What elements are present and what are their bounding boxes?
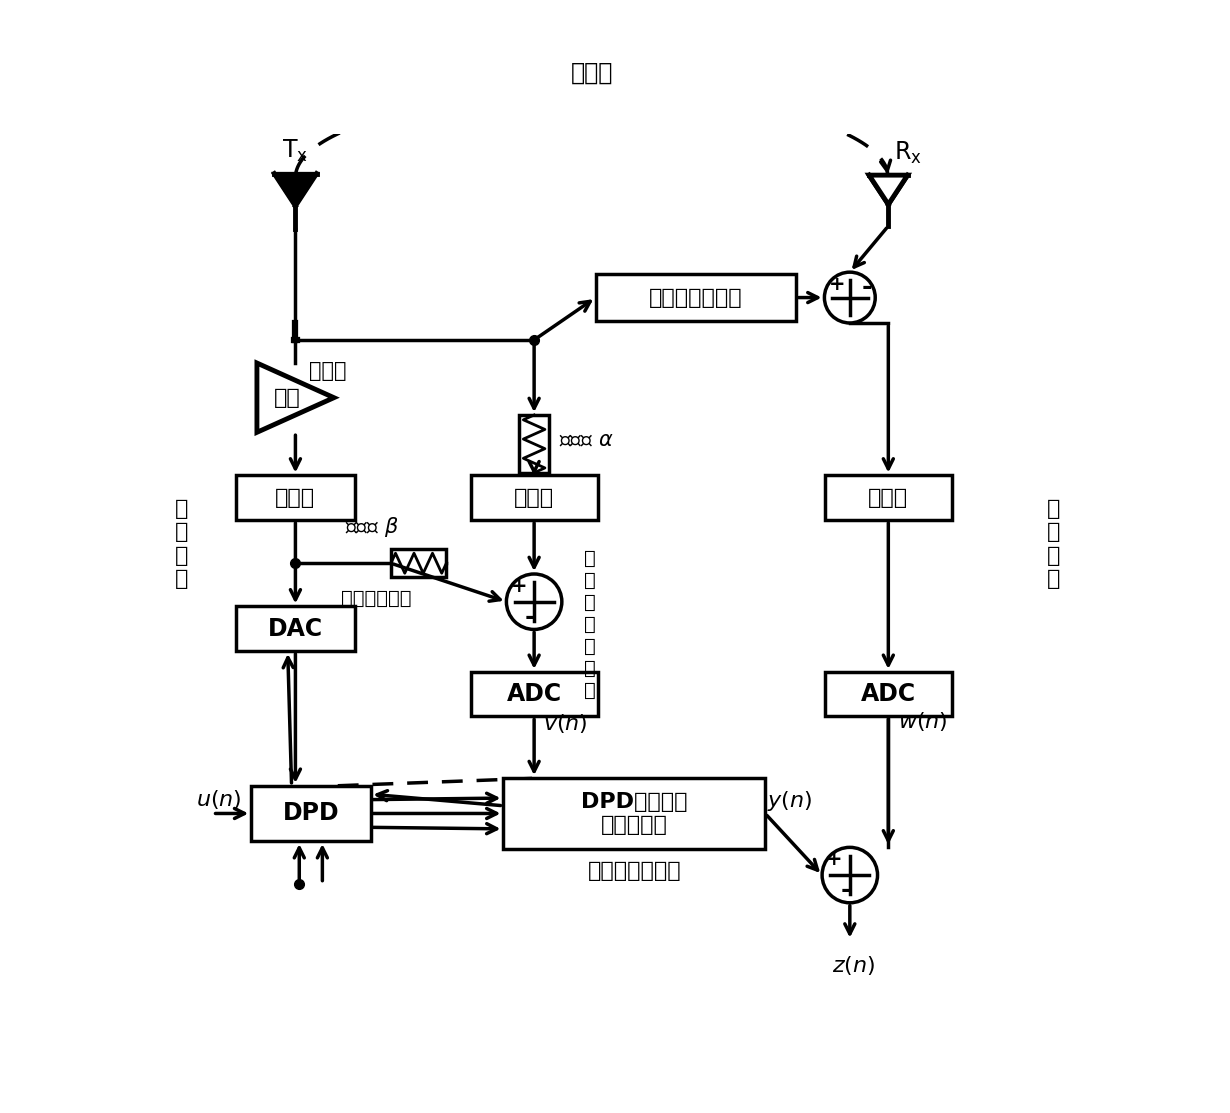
Bar — [825, 672, 952, 717]
Bar — [236, 607, 355, 651]
Text: +: + — [827, 850, 843, 869]
Text: DPD: DPD — [283, 801, 339, 826]
Text: DPD参数提取
自干扰重建: DPD参数提取 自干扰重建 — [581, 791, 688, 835]
Bar — [471, 672, 598, 717]
Text: $w(n)$: $w(n)$ — [898, 710, 947, 732]
Bar — [251, 786, 370, 841]
Circle shape — [822, 847, 877, 903]
Text: $y(n)$: $y(n)$ — [766, 789, 812, 814]
Text: 移除线性反馈: 移除线性反馈 — [341, 589, 412, 608]
Text: $\mathrm{R_x}$: $\mathrm{R_x}$ — [894, 140, 922, 166]
Text: +: + — [829, 275, 845, 294]
Text: 数字自干扰消除: 数字自干扰消除 — [588, 861, 681, 881]
Bar — [825, 475, 952, 520]
Text: 非
线
性
反
馈
通
道: 非 线 性 反 馈 通 道 — [584, 550, 595, 700]
Bar — [391, 550, 446, 577]
Text: 耦合器: 耦合器 — [309, 362, 347, 382]
Text: $v(n)$: $v(n)$ — [544, 712, 588, 735]
Bar — [503, 778, 765, 849]
Text: $u(n)$: $u(n)$ — [197, 788, 242, 811]
Text: $\mathrm{T_x}$: $\mathrm{T_x}$ — [283, 138, 309, 165]
Text: 模拟自干扰消除: 模拟自干扰消除 — [649, 287, 743, 307]
Circle shape — [824, 273, 876, 323]
Polygon shape — [257, 363, 333, 432]
Text: 上变频: 上变频 — [276, 487, 315, 508]
Bar — [595, 275, 796, 321]
Text: 下变频: 下变频 — [868, 487, 909, 508]
Text: $z(n)$: $z(n)$ — [831, 954, 876, 976]
Polygon shape — [274, 174, 316, 206]
Text: DAC: DAC — [268, 617, 323, 641]
Circle shape — [507, 574, 562, 630]
Text: 衰减器 $\beta$: 衰减器 $\beta$ — [344, 514, 399, 539]
Text: -: - — [525, 605, 535, 629]
Text: 发
射
通
道: 发 射 通 道 — [175, 499, 188, 589]
Text: 接
收
通
道: 接 收 通 道 — [1047, 499, 1060, 589]
Text: ADC: ADC — [861, 682, 916, 706]
Text: 自干扰: 自干扰 — [571, 61, 613, 85]
Text: +: + — [510, 577, 526, 595]
Bar — [519, 415, 549, 473]
Text: ADC: ADC — [507, 682, 562, 706]
Bar — [471, 475, 598, 520]
Text: 衰减器 $\alpha$: 衰减器 $\alpha$ — [558, 430, 614, 450]
Text: 功放: 功放 — [274, 387, 301, 407]
Text: -: - — [861, 275, 872, 298]
Polygon shape — [870, 175, 908, 205]
Bar — [236, 475, 355, 520]
Text: -: - — [841, 878, 851, 903]
Text: 下变频: 下变频 — [514, 487, 555, 508]
